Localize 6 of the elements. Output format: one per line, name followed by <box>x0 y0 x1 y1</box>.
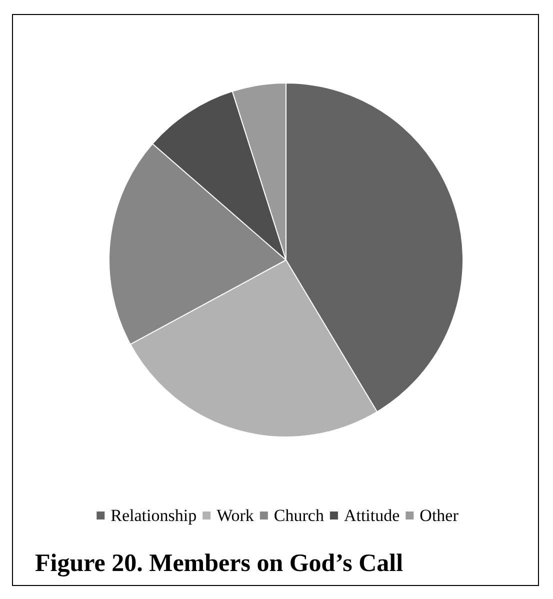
legend-label: Work <box>216 506 254 525</box>
legend-label: Church <box>274 506 324 525</box>
text: Figure 20. Members on God’s Call <box>35 550 404 577</box>
legend-label: Attitude <box>344 506 400 525</box>
legend-label: Relationship <box>110 506 197 525</box>
legend-label: Other <box>420 506 459 525</box>
